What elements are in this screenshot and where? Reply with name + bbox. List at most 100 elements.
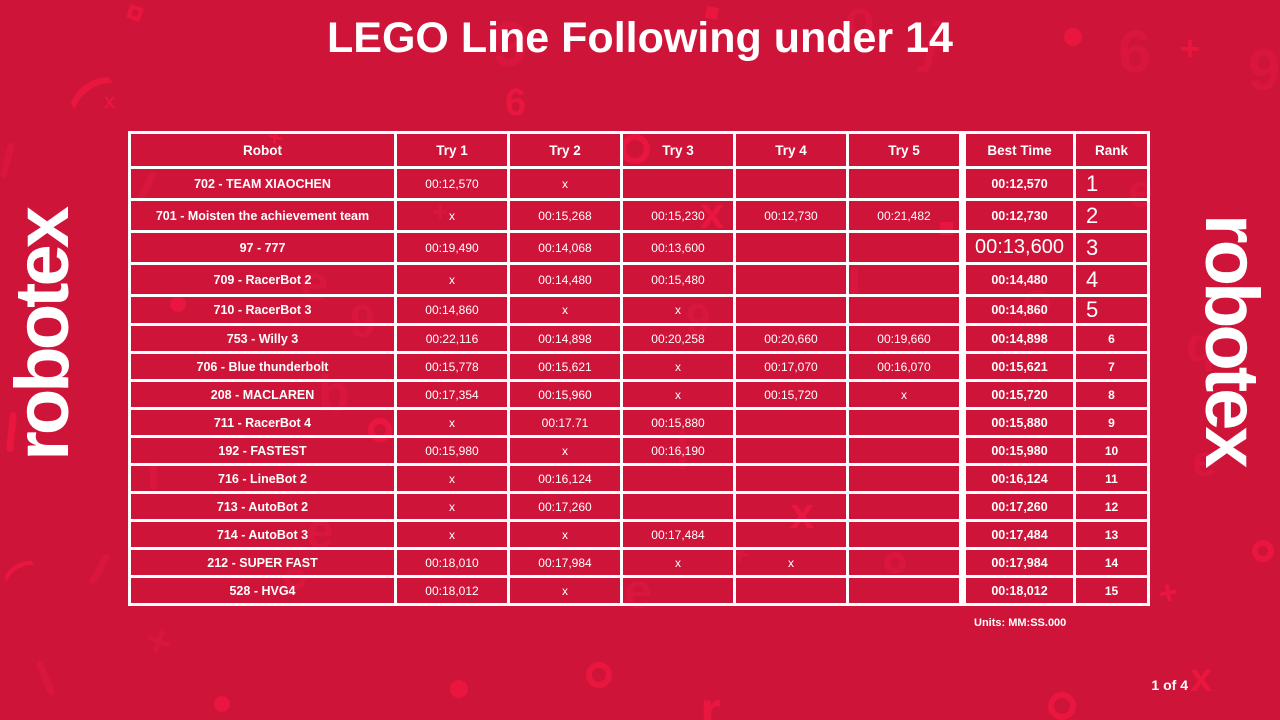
try-cell: x xyxy=(397,410,510,435)
try-cell xyxy=(736,265,849,294)
rank-cell: 2 xyxy=(1086,202,1099,228)
try-cell: 00:17,260 xyxy=(510,494,623,519)
try-cell: 00:14,860 xyxy=(397,297,510,323)
robot-cell: 753 - Willy 3 xyxy=(131,326,397,351)
try-cell: x xyxy=(510,438,623,463)
column-header-rank: Rank xyxy=(1094,142,1128,158)
try-cell: 00:13,600 xyxy=(623,233,736,262)
page-title: LEGO Line Following under 14 xyxy=(327,14,953,62)
try-cell xyxy=(736,438,849,463)
try-cell xyxy=(736,466,849,491)
try-cell: x xyxy=(397,265,510,294)
try-cell xyxy=(736,169,849,198)
pattern-glyph xyxy=(1252,540,1274,562)
rank-cell: 14 xyxy=(1104,555,1119,570)
try-cell: 00:16,190 xyxy=(623,438,736,463)
table-row: 192 - FASTEST 00:15,980 x 00:16,190 00:15,98… xyxy=(131,438,1147,466)
pattern-glyph xyxy=(87,552,112,586)
pattern-glyph: e xyxy=(1192,437,1217,486)
try-cell xyxy=(849,297,962,323)
try-cell xyxy=(623,494,736,519)
try-cell: 00:17,354 xyxy=(397,382,510,407)
try-cell: x xyxy=(736,550,849,575)
pattern-glyph xyxy=(1048,692,1076,720)
try-cell: 00:15,621 xyxy=(510,354,623,379)
best-time-cell: 00:17,260 xyxy=(962,494,1076,519)
try-cell: 00:18,010 xyxy=(397,550,510,575)
table-row: 701 - Moisten the achievement team x 00:15… xyxy=(131,201,1147,233)
pattern-glyph xyxy=(884,552,906,574)
try-cell: 00:15,230 xyxy=(623,201,736,230)
try-cell: 00:12,570 xyxy=(397,169,510,198)
try-cell: 00:14,480 xyxy=(510,265,623,294)
pattern-glyph: 9 xyxy=(1248,38,1280,103)
try-cell: 00:17,484 xyxy=(623,522,736,547)
try-cell xyxy=(623,578,736,603)
try-cell xyxy=(736,522,849,547)
pattern-glyph: x xyxy=(104,91,116,113)
column-header-try-4: Try 4 xyxy=(736,134,849,166)
pattern-glyph: q xyxy=(1186,319,1216,372)
try-cell xyxy=(736,494,849,519)
rank-cell: 7 xyxy=(1108,359,1115,374)
try-cell xyxy=(849,438,962,463)
try-cell: x xyxy=(510,578,623,603)
robot-cell: 716 - LineBot 2 xyxy=(131,466,397,491)
column-header-robot: Robot xyxy=(131,134,397,166)
column-header-try-3: Try 3 xyxy=(623,134,736,166)
robot-cell: 713 - AutoBot 2 xyxy=(131,494,397,519)
try-cell: 00:17.71 xyxy=(510,410,623,435)
rank-cell: 6 xyxy=(1108,331,1115,346)
try-cell xyxy=(849,578,962,603)
column-header-try-1: Try 1 xyxy=(397,134,510,166)
try-cell: 00:14,898 xyxy=(510,326,623,351)
try-cell: 00:14,068 xyxy=(510,233,623,262)
pattern-glyph: r xyxy=(700,681,722,720)
robot-cell: 702 - TEAM XIAOCHEN xyxy=(131,169,397,198)
robot-cell: 701 - Moisten the achievement team xyxy=(131,201,397,230)
try-cell xyxy=(849,233,962,262)
table-row: 713 - AutoBot 2 x 00:17,260 00:17,260 12 xyxy=(131,494,1147,522)
pattern-glyph: + xyxy=(138,614,180,669)
pattern-glyph: o xyxy=(845,0,875,46)
rank-cell: 8 xyxy=(1108,387,1115,402)
robot-cell: 709 - RacerBot 2 xyxy=(131,265,397,294)
robot-cell: 212 - SUPER FAST xyxy=(131,550,397,575)
page-indicator: 1 of 4 xyxy=(1151,677,1188,693)
try-cell xyxy=(849,265,962,294)
try-cell xyxy=(849,522,962,547)
robot-cell: 97 - 777 xyxy=(131,233,397,262)
try-cell: x xyxy=(623,354,736,379)
try-cell: 00:16,070 xyxy=(849,354,962,379)
pattern-glyph: 9 xyxy=(686,295,711,344)
best-time-cell: 00:17,984 xyxy=(962,550,1076,575)
try-cell: x xyxy=(510,297,623,323)
rank-cell: 10 xyxy=(1104,443,1119,458)
try-cell: x xyxy=(397,522,510,547)
column-header-try-2: Try 2 xyxy=(510,134,623,166)
try-cell xyxy=(736,410,849,435)
pattern-glyph xyxy=(214,696,230,712)
pattern-glyph: x xyxy=(1190,656,1213,700)
try-cell: 00:15,720 xyxy=(736,382,849,407)
table-row: 97 - 777 00:19,490 00:14,068 00:13,600 00:13… xyxy=(131,233,1147,265)
try-cell: x xyxy=(510,522,623,547)
leaderboard-table: Robot Try 1 Try 2 Try 3 Try 4 Try 5 Best Time R… xyxy=(128,131,1150,606)
table-row: 212 - SUPER FAST 00:18,010 00:17,984 x x 00:1… xyxy=(131,550,1147,578)
rank-cell: 1 xyxy=(1086,170,1099,196)
best-time-cell: 00:14,898 xyxy=(962,326,1076,351)
pattern-glyph: + xyxy=(432,196,449,227)
best-time-cell: 00:15,980 xyxy=(962,438,1076,463)
rank-cell: 3 xyxy=(1086,234,1099,260)
try-cell: 00:22,116 xyxy=(397,326,510,351)
units-note: Units: MM:SS.000 xyxy=(974,617,1067,629)
rank-cell: 11 xyxy=(1105,471,1118,486)
try-cell xyxy=(849,550,962,575)
pattern-glyph xyxy=(35,659,56,697)
try-cell: 00:15,980 xyxy=(397,438,510,463)
pattern-glyph: b xyxy=(318,365,350,423)
robotex-logo-left: robotex xyxy=(0,210,85,461)
pattern-glyph xyxy=(620,134,650,164)
table-row: 753 - Willy 3 00:22,116 00:14,898 00:20,258… xyxy=(131,326,1147,354)
